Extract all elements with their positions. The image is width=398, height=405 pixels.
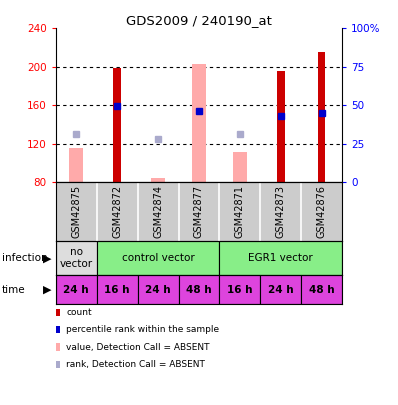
Bar [260,275,301,304]
Bar [318,52,326,182]
Text: GSM42877: GSM42877 [194,185,204,238]
Text: GSM42873: GSM42873 [276,185,286,238]
Text: infection: infection [2,253,48,263]
Bar [69,148,83,182]
Text: GSM42875: GSM42875 [71,185,81,238]
Text: 48 h: 48 h [309,285,335,294]
Bar [192,64,206,182]
Text: GSM42871: GSM42871 [235,185,245,238]
Bar [219,241,342,275]
Text: GSM42872: GSM42872 [112,185,122,238]
Text: GSM42876: GSM42876 [317,185,327,238]
Text: 24 h: 24 h [268,285,294,294]
Text: rank, Detection Call = ABSENT: rank, Detection Call = ABSENT [66,360,205,369]
Text: no
vector: no vector [60,247,93,269]
Text: 24 h: 24 h [145,285,171,294]
Bar [97,241,219,275]
Text: GSM42874: GSM42874 [153,185,163,238]
Bar [113,68,121,182]
Bar [301,275,342,304]
Text: 48 h: 48 h [186,285,212,294]
Bar [56,275,97,304]
Text: count: count [66,308,92,317]
Text: EGR1 vector: EGR1 vector [248,253,313,263]
Text: ▶: ▶ [43,253,51,263]
Bar [179,275,219,304]
Text: ▶: ▶ [43,285,51,294]
Text: percentile rank within the sample: percentile rank within the sample [66,325,219,334]
Bar [151,178,165,182]
Bar [233,152,247,182]
Bar [219,275,260,304]
Bar [97,275,138,304]
Text: 24 h: 24 h [63,285,89,294]
Text: 16 h: 16 h [227,285,253,294]
Text: value, Detection Call = ABSENT: value, Detection Call = ABSENT [66,343,210,352]
Text: control vector: control vector [122,253,195,263]
Bar [277,71,285,182]
Text: 16 h: 16 h [104,285,130,294]
Text: GDS2009 / 240190_at: GDS2009 / 240190_at [126,14,272,27]
Text: time: time [2,285,25,294]
Bar [56,241,97,275]
Bar [138,275,179,304]
